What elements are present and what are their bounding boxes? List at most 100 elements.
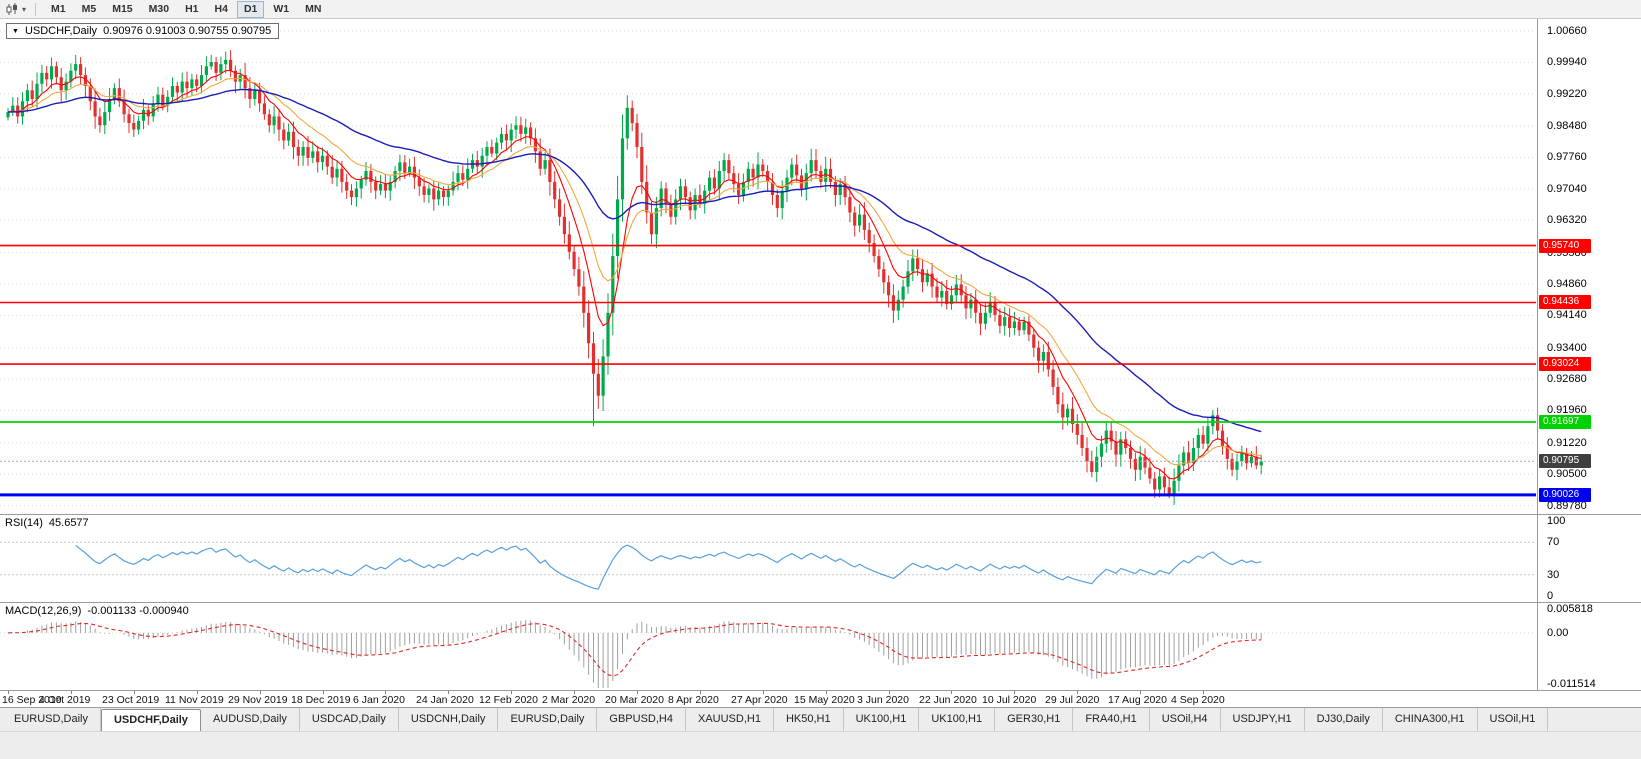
timeframe-button-mn[interactable]: MN xyxy=(298,1,328,18)
time-axis-label: 4 Sep 2020 xyxy=(1171,694,1225,706)
timeframe-button-h1[interactable]: H1 xyxy=(178,1,205,18)
time-axis-label: 8 Apr 2020 xyxy=(668,694,719,706)
timeframe-button-w1[interactable]: W1 xyxy=(266,1,296,18)
time-axis-tick xyxy=(951,691,952,694)
chart-tab-uk100-h1[interactable]: UK100,H1 xyxy=(844,708,920,731)
timeframe-button-d1[interactable]: D1 xyxy=(236,0,265,18)
toolbar: ▾ M1 M5 M15 M30 H1 H4 D1 W1 MN xyxy=(0,0,1641,19)
time-axis-tick xyxy=(1140,691,1141,694)
time-axis-label: 15 May 2020 xyxy=(794,694,855,706)
chart-tab-ger30-h1[interactable]: GER30,H1 xyxy=(995,708,1074,731)
time-axis-label: 29 Jul 2020 xyxy=(1045,694,1100,706)
chart-tab-usdjpy-h1[interactable]: USDJPY,H1 xyxy=(1221,708,1305,731)
timeframe-button-m15[interactable]: M15 xyxy=(105,1,139,18)
macd-pane[interactable]: 0.005818 0.00 -0.011514 MACD(12,26,9) -0.0… xyxy=(0,602,1641,690)
price-axis-label: 1.00660 xyxy=(1547,25,1587,37)
chart-title-symbol: USDCHF,Daily xyxy=(24,25,98,37)
time-axis-tick xyxy=(1203,691,1204,694)
hline-price-tag: 0.93024 xyxy=(1539,357,1591,371)
price-axis-label: 0.96320 xyxy=(1547,214,1587,226)
time-axis-label: 4 Oct 2019 xyxy=(39,694,91,706)
price-axis-label: 0.90500 xyxy=(1547,468,1587,480)
time-axis-label: 27 Apr 2020 xyxy=(731,694,788,706)
chart-tab-usoil-h1[interactable]: USOil,H1 xyxy=(1478,708,1549,731)
time-axis-tick xyxy=(637,691,638,694)
time-axis-label: 6 Jan 2020 xyxy=(353,694,405,706)
chart-title: ▼ USDCHF,Daily 0.90976 0.91003 0.90755 0… xyxy=(6,23,280,39)
price-pane[interactable]: 1.00660 0.99940 0.99220 0.98480 0.97760 0.970… xyxy=(0,19,1641,514)
toolbar-separator xyxy=(35,2,37,16)
chart-tab-usoil-h4[interactable]: USOil,H4 xyxy=(1150,708,1221,731)
time-axis-tick xyxy=(1014,691,1015,694)
macd-indicator-values: -0.001133 -0.000940 xyxy=(87,605,189,617)
time-axis-tick xyxy=(1077,691,1078,694)
macd-chart-canvas[interactable] xyxy=(0,603,1536,690)
macd-indicator-name: MACD(12,26,9) xyxy=(5,605,82,617)
price-axis-label: 0.89780 xyxy=(1547,500,1587,512)
chart-tab-eurusd-daily[interactable]: EURUSD,Daily xyxy=(2,708,101,731)
price-axis-label: 0.91960 xyxy=(1547,404,1587,416)
time-axis-label: 10 Jul 2020 xyxy=(982,694,1037,706)
macd-axis[interactable]: 0.005818 0.00 -0.011514 xyxy=(1537,603,1641,690)
macd-axis-label: 0.00 xyxy=(1547,627,1569,639)
time-axis-tick xyxy=(323,691,324,694)
time-axis-tick xyxy=(260,691,261,694)
time-axis-label: 20 Mar 2020 xyxy=(605,694,664,706)
time-axis-label: 12 Feb 2020 xyxy=(479,694,538,706)
price-axis-label: 0.97760 xyxy=(1547,151,1587,163)
time-axis-label: 23 Oct 2019 xyxy=(102,694,160,706)
time-axis-tick xyxy=(385,691,386,694)
chart-tab-hk50-h1[interactable]: HK50,H1 xyxy=(774,708,844,731)
rsi-chart-canvas[interactable] xyxy=(0,515,1536,602)
time-axis[interactable]: 16 Sep 2019 4 Oct 2019 23 Oct 2019 11 Nov 2… xyxy=(0,690,1641,707)
price-chart-canvas[interactable] xyxy=(0,19,1536,514)
timeframe-button-m1[interactable]: M1 xyxy=(44,1,73,18)
time-axis-tick xyxy=(8,691,9,694)
timeframe-button-m30[interactable]: M30 xyxy=(142,1,176,18)
rsi-pane[interactable]: 100 70 30 0 RSI(14) 45.6577 xyxy=(0,514,1641,602)
chart-title-ohlc: 0.90976 0.91003 0.90755 0.90795 xyxy=(103,25,272,37)
status-bar xyxy=(0,731,1641,759)
chart-tab-uk100-h1[interactable]: UK100,H1 xyxy=(919,708,996,731)
rsi-indicator-value: 45.6577 xyxy=(48,517,89,529)
price-axis-label: 0.99940 xyxy=(1547,56,1587,68)
price-axis-label: 0.92680 xyxy=(1547,373,1587,385)
timeframe-buttons: M1 M5 M15 M30 H1 H4 D1 W1 MN xyxy=(43,0,329,18)
time-axis-label: 18 Dec 2019 xyxy=(291,694,351,706)
rsi-axis-label: 0 xyxy=(1547,590,1554,602)
chart-tab-china300-h1[interactable]: CHINA300,H1 xyxy=(1383,708,1478,731)
bid-price-tag: 0.90795 xyxy=(1539,454,1591,468)
rsi-axis-label: 30 xyxy=(1547,569,1560,581)
dropdown-caret-icon[interactable]: ▾ xyxy=(22,4,27,14)
time-axis-tick xyxy=(574,691,575,694)
hline-price-tag: 0.90026 xyxy=(1539,488,1591,502)
macd-axis-label: -0.011514 xyxy=(1547,678,1596,690)
rsi-axis-label: 100 xyxy=(1547,515,1566,527)
price-axis-label: 0.91220 xyxy=(1547,437,1587,449)
chart-tab-usdcad-daily[interactable]: USDCAD,Daily xyxy=(300,708,399,731)
chart-tab-audusd-daily[interactable]: AUDUSD,Daily xyxy=(201,708,300,731)
price-axis[interactable]: 1.00660 0.99940 0.99220 0.98480 0.97760 0.970… xyxy=(1537,19,1641,514)
rsi-axis[interactable]: 100 70 30 0 xyxy=(1537,515,1641,602)
time-axis-tick xyxy=(197,691,198,694)
price-axis-label: 0.94860 xyxy=(1547,278,1587,290)
time-axis-tick xyxy=(511,691,512,694)
time-axis-label: 2 Mar 2020 xyxy=(542,694,596,706)
price-axis-label: 0.99220 xyxy=(1547,88,1587,100)
time-axis-tick xyxy=(448,691,449,694)
chart-tab-eurusd-daily[interactable]: EURUSD,Daily xyxy=(498,708,598,731)
timeframe-button-h4[interactable]: H4 xyxy=(208,1,235,18)
candlestick-chart-icon[interactable] xyxy=(4,2,20,16)
time-axis-label: 11 Nov 2019 xyxy=(165,694,224,706)
time-axis-label: 17 Aug 2020 xyxy=(1108,694,1167,706)
chart-tab-gbpusd-h4[interactable]: GBPUSD,H4 xyxy=(597,708,686,731)
chart-tab-dj30-daily[interactable]: DJ30,Daily xyxy=(1305,708,1383,731)
hline-price-tag: 0.95740 xyxy=(1539,239,1591,253)
time-axis-label: 24 Jan 2020 xyxy=(416,694,474,706)
chart-tab-fra40-h1[interactable]: FRA40,H1 xyxy=(1073,708,1150,731)
chart-tab-usdcnh-daily[interactable]: USDCNH,Daily xyxy=(399,708,499,731)
hline-price-tag: 0.94436 xyxy=(1539,295,1591,309)
chart-tab-xauusd-h1[interactable]: XAUUSD,H1 xyxy=(686,708,774,731)
timeframe-button-m5[interactable]: M5 xyxy=(75,1,104,18)
chart-tab-usdchf-daily[interactable]: USDCHF,Daily xyxy=(100,709,201,731)
